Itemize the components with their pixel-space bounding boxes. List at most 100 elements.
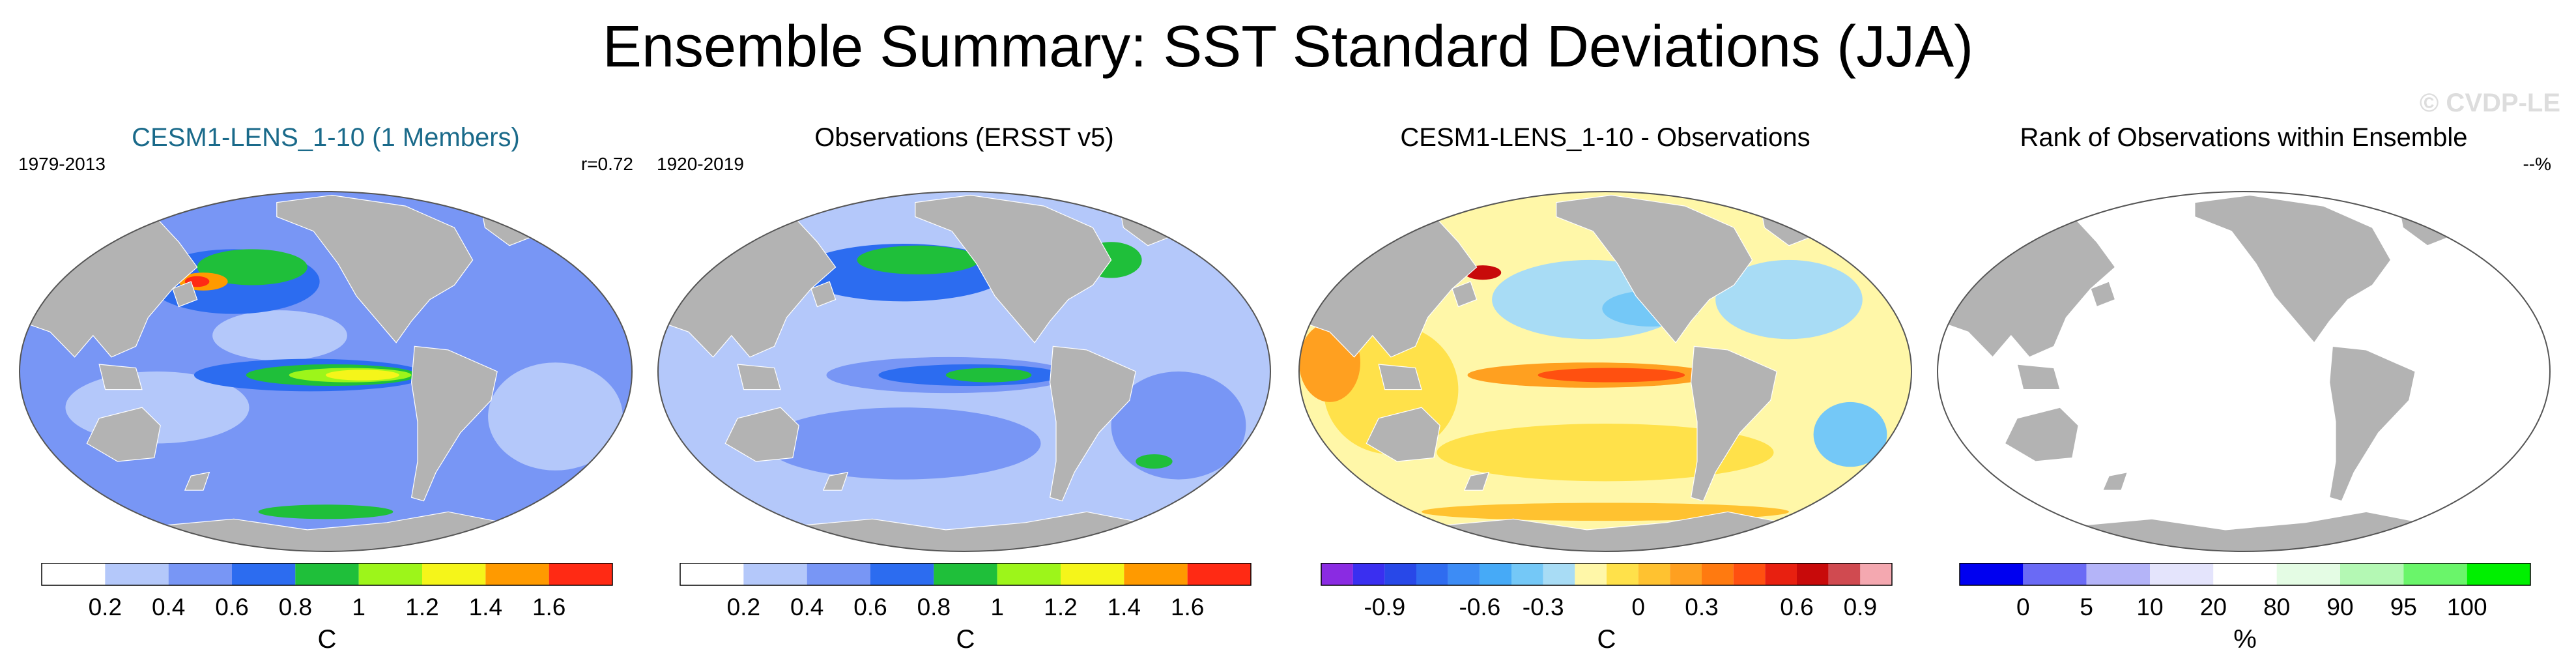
- colorbar-tick-label: 1.6: [1171, 594, 1204, 620]
- field-equatorial-band: [1538, 368, 1685, 383]
- colorbar-frame: [41, 563, 613, 586]
- map-outline: [657, 191, 1271, 552]
- colorbar-swatch: [2467, 563, 2530, 585]
- colorbar-swatch: [1480, 563, 1511, 585]
- field-southern-ocean: [1422, 502, 1789, 521]
- field-subtropical-low: [212, 310, 347, 361]
- field-north-pacific: [857, 245, 980, 274]
- field-negative-zone: [1813, 401, 1887, 467]
- land-southAmerica: [2328, 345, 2416, 502]
- colorbar-swatch: [1384, 563, 1416, 585]
- colorbar-tick-label: 0.8: [917, 594, 951, 620]
- panel-difference: CESM1-LENS_1-10 - Observations -0.9 -0.6-…: [1286, 117, 1925, 665]
- field-subtropical-low: [488, 362, 623, 471]
- land-seAsiaIsles: [98, 364, 143, 390]
- map-obs-stddev: [657, 191, 1271, 552]
- colorbar-tick-label: 95: [2390, 594, 2417, 620]
- colorbar-swatch: [743, 563, 807, 585]
- colorbar-swatch: [105, 563, 169, 585]
- colorbar-swatch: [232, 563, 296, 585]
- map-rank: [1937, 191, 2551, 552]
- colorbar-tick-label: 1: [990, 594, 1004, 620]
- land-newZealand: [1463, 471, 1490, 491]
- colorbar-swatch: [680, 563, 744, 585]
- colorbar-swatch: [2213, 563, 2277, 585]
- colorbar-swatch: [997, 563, 1061, 585]
- colorbar-swatch: [1321, 563, 1353, 585]
- land-newZealand: [2102, 471, 2128, 491]
- land-northAmerica: [915, 194, 1112, 343]
- colorbar-swatch: [1638, 563, 1670, 585]
- colorbar-swatch: [42, 563, 106, 585]
- map-outline: [1298, 191, 1912, 552]
- land-australia: [86, 407, 161, 462]
- field-mid-ocean: [765, 407, 1041, 480]
- colorbar-swatch: [1960, 563, 2024, 585]
- land-japan: [810, 281, 837, 308]
- land-australia: [1366, 407, 1440, 462]
- colorbar-tick-label: 0.6: [1780, 594, 1813, 620]
- panel-obs-stddev: Observations (ERSST v5) 1920-2019 0.2 0.4…: [645, 117, 1283, 665]
- land-northAmerica: [2194, 194, 2392, 343]
- colorbar-tick-label: -0.6: [1459, 594, 1500, 620]
- field-southern-ocean: [258, 504, 394, 519]
- colorbar-model-stddev: 0.2 0.4 0.6 0.8 1 1.2 1.4 1.6 C: [41, 563, 613, 654]
- colorbar-swatch: [1416, 563, 1448, 585]
- field-north-pacific: [197, 249, 308, 285]
- colorbar-tick-label: 10: [2136, 594, 2163, 620]
- panel-model-stddev: CESM1-LENS_1-10 (1 Members) 1979-2013 r=…: [7, 117, 645, 665]
- field-south-atlantic: [1136, 454, 1173, 469]
- colorbar-tick-label: 90: [2326, 594, 2353, 620]
- colorbar-tick-label: 0: [2016, 594, 2030, 620]
- colorbar-swatch: [1670, 563, 1702, 585]
- colorbar-swatch: [1352, 563, 1385, 585]
- colorbar-swatch: [2023, 563, 2087, 585]
- colorbar-units-label: C: [956, 625, 975, 654]
- colorbar-swatch: [2150, 563, 2214, 585]
- colorbar-tick-label: 1: [352, 594, 365, 620]
- map-outline: [1937, 191, 2551, 552]
- land-seAsiaIsles: [737, 364, 781, 390]
- field-positive-zone: [1437, 424, 1774, 482]
- land-japan: [172, 281, 198, 308]
- land-seAsiaIsles: [1378, 364, 1422, 390]
- colorbar-swatch: [2086, 563, 2150, 585]
- field-mid-ocean: [1111, 371, 1246, 480]
- colorbar-swatch: [2403, 563, 2467, 585]
- map-content: [1299, 192, 1911, 551]
- colorbar-swatch: [549, 563, 612, 585]
- colorbar-difference: -0.9 -0.6 -0.3 0 0.3 0.6 0.9 C: [1321, 563, 1893, 654]
- map-difference: [1298, 191, 1912, 552]
- colorbar-frame: [1959, 563, 2531, 586]
- colorbar-swatch: [2340, 563, 2404, 585]
- colorbar-tick-label: 0.4: [152, 594, 185, 620]
- colorbar-swatch: [1702, 563, 1734, 585]
- correlation-label: r=0.72: [580, 154, 633, 174]
- colorbar-tick-label: 5: [2080, 594, 2093, 620]
- field-equatorial-band: [326, 370, 399, 381]
- colorbar-tick-label: 0.2: [89, 594, 122, 620]
- colorbar-swatch: [1448, 563, 1480, 585]
- colorbar-tick-label: -0.3: [1523, 594, 1564, 620]
- colorbar-tick-label: 80: [2263, 594, 2290, 620]
- colorbar-tick-label: 1.2: [1044, 594, 1077, 620]
- colorbar-swatch: [1511, 563, 1543, 585]
- colorbar-swatch: [1860, 563, 1892, 585]
- colorbar-units-label: C: [318, 625, 337, 654]
- colorbar-swatch: [1765, 563, 1797, 585]
- colorbar-tick-label: 0.8: [279, 594, 312, 620]
- colorbar-rank: 0 5 10 20 80 90 95 100%: [1959, 563, 2531, 654]
- colorbar-tick-label: 0.2: [727, 594, 760, 620]
- field-negative-zone: [1715, 259, 1863, 340]
- land-seAsiaIsles: [2016, 364, 2061, 390]
- colorbar-swatch: [1575, 563, 1607, 585]
- map-outline: [19, 191, 633, 552]
- colorbar-frame: [680, 563, 1252, 586]
- colorbar-swatch: [485, 563, 549, 585]
- period-label: 1920-2019: [657, 154, 744, 174]
- colorbar-obs-stddev: 0.2 0.4 0.6 0.8 1 1.2 1.4 1.6 C: [680, 563, 1252, 654]
- colorbar-swatch: [422, 563, 486, 585]
- colorbar-swatch: [1733, 563, 1766, 585]
- colorbar-swatch: [1543, 563, 1575, 585]
- colorbar-tick-label: 0.4: [790, 594, 823, 620]
